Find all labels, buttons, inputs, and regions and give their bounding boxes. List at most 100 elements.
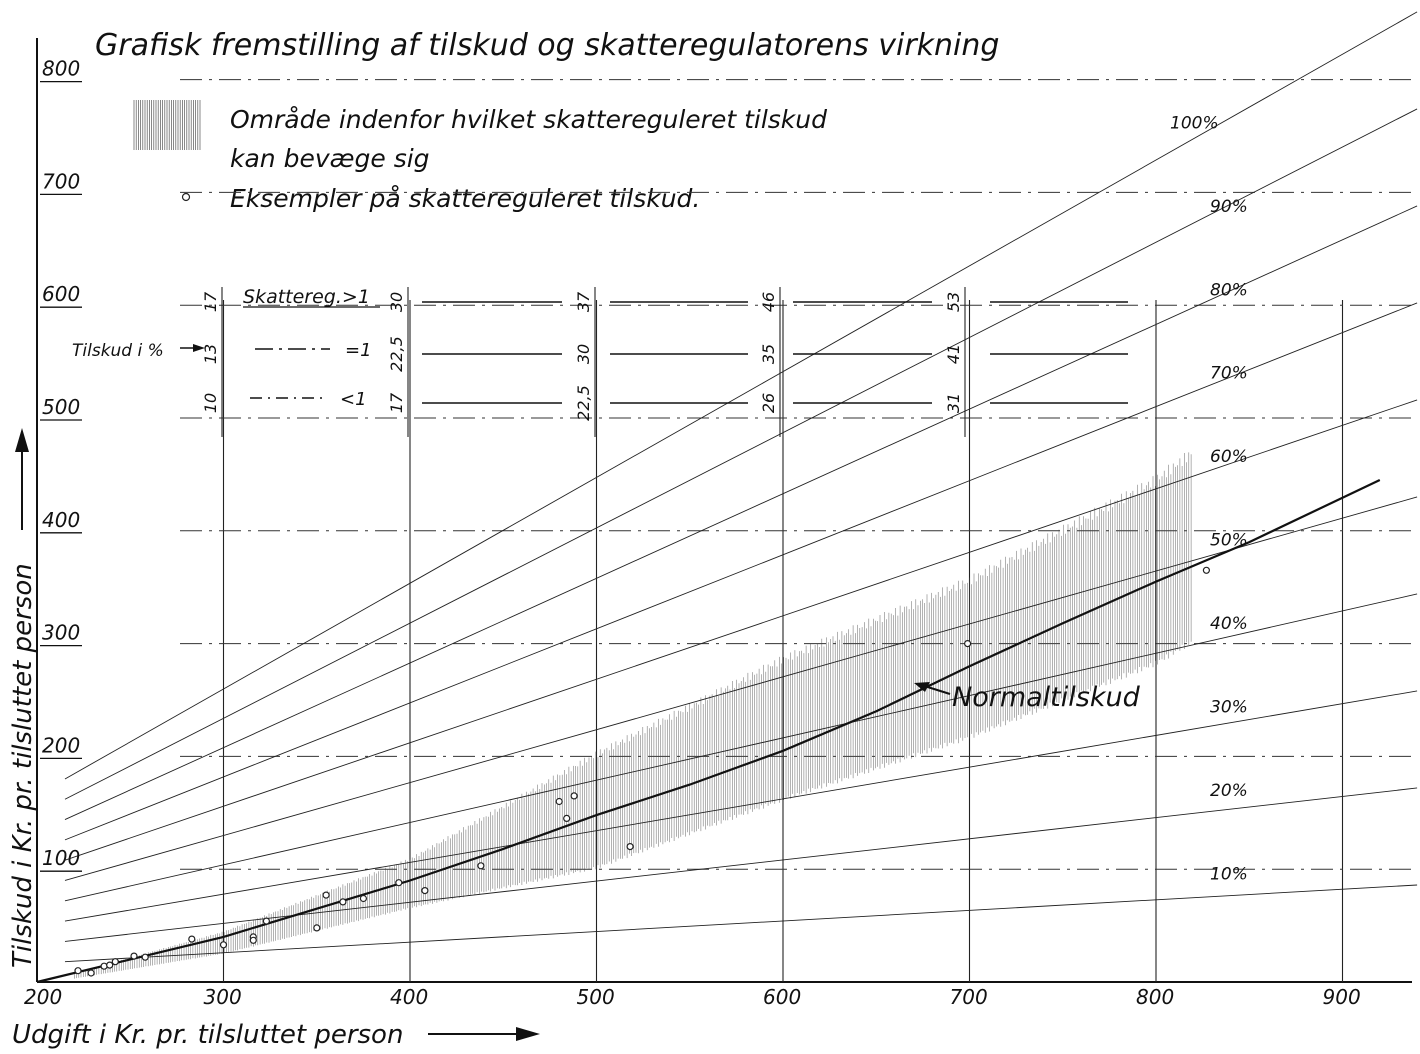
percent-line-40 [64, 593, 1418, 902]
table-row-label-arrow [193, 344, 205, 352]
chart-title: Grafisk fremstilling af tilskud og skatt… [95, 28, 999, 63]
example-point [477, 862, 485, 870]
table-category-0: Skattereg.>1 [243, 286, 370, 308]
example-point [219, 941, 228, 949]
table-value-c0-r2: 10 [201, 393, 220, 413]
legend-swatch-hatch [133, 100, 201, 150]
example-point [421, 886, 429, 895]
x-tick-label-600: 600 [763, 985, 801, 1009]
table-value-c1-r1: 22,5 [387, 336, 406, 372]
example-point [111, 958, 119, 966]
table-value-c1-r0: 30 [387, 292, 406, 312]
percent-label-40: 40% [1210, 614, 1248, 634]
table-value-c0-r0: 17 [201, 291, 220, 312]
y-tick-label-200: 200 [42, 733, 80, 757]
table-value-c3-r2: 26 [759, 393, 778, 413]
y-axis-label-arrow [15, 428, 29, 530]
table-value-c4-r1: 41 [944, 344, 963, 364]
table-value-c2-r2: 22,5 [574, 385, 593, 421]
normal-series [36, 479, 1381, 984]
example-point [249, 936, 257, 944]
table-row-label: Tilskud i % [72, 341, 164, 361]
x-tick-label-300: 300 [204, 985, 242, 1009]
legend-area-label: Område indenfor hvilket skattereguleret … [230, 105, 827, 134]
percent-line-50 [64, 496, 1418, 881]
table-value-c2-r1: 30 [574, 344, 593, 364]
example-point [141, 953, 149, 961]
y-tick-label-400: 400 [42, 508, 80, 532]
percent-line-60 [64, 399, 1418, 861]
percent-line-100 [64, 11, 1418, 780]
example-point [555, 797, 563, 806]
percent-label-80: 80% [1210, 280, 1248, 300]
x-tick-label-700: 700 [950, 985, 988, 1009]
y-tick-label-800: 800 [42, 57, 80, 81]
x-axis-label-arrow [428, 1027, 540, 1041]
table-value-c2-r0: 37 [574, 291, 593, 312]
percent-label-10: 10% [1210, 864, 1248, 884]
percent-line-70 [64, 302, 1418, 841]
percent-line-80 [64, 205, 1418, 820]
example-point [313, 924, 321, 932]
percent-line-10 [64, 884, 1418, 963]
example-point [106, 961, 114, 969]
y-tick-label-700: 700 [42, 169, 80, 193]
x-tick-label-900: 900 [1323, 985, 1361, 1009]
legend-point-marker [181, 192, 191, 202]
grid [180, 79, 1412, 982]
percent-label-30: 30% [1210, 697, 1248, 717]
example-point [322, 891, 330, 899]
percent-line-30 [64, 690, 1418, 922]
y-tick-label-600: 600 [42, 282, 80, 306]
x-tick-label-400: 400 [390, 985, 428, 1009]
percent-table: Tilskud i % Skattereg.>1 =1 <1 17 13 10 30 22,5 1… [72, 286, 1128, 437]
y-tick-labels: 100 200 300 400 500 600 700 800 [40, 57, 82, 872]
example-point [570, 792, 578, 800]
percent-label-50: 50% [1210, 531, 1248, 551]
legend: Område indenfor hvilket skattereguleret … [133, 100, 827, 213]
example-point [359, 894, 367, 903]
table-category-2: <1 [340, 389, 367, 410]
percent-label-20: 20% [1210, 781, 1248, 801]
table-value-c1-r2: 17 [387, 392, 406, 413]
table-value-c4-r0: 53 [944, 292, 963, 312]
x-tick-label-800: 800 [1136, 985, 1174, 1009]
example-point [100, 962, 108, 970]
percent-label-90: 90% [1210, 197, 1248, 217]
legend-points-label: Eksempler på skattereguleret tilskud. [230, 184, 700, 213]
normal-series-arrowhead [914, 682, 930, 692]
percent-label-70: 70% [1210, 364, 1248, 384]
percent-label-100: 100% [1170, 113, 1219, 133]
shaded-region [74, 452, 1192, 979]
y-tick-label-300: 300 [42, 621, 80, 645]
example-point [188, 935, 196, 943]
x-tick-label-500: 500 [577, 985, 615, 1009]
table-value-c3-r1: 35 [759, 344, 778, 364]
example-point [74, 967, 82, 975]
y-tick-label-100: 100 [42, 846, 80, 870]
example-point [563, 814, 571, 823]
example-point [339, 898, 347, 906]
y-tick-label-500: 500 [42, 395, 80, 419]
y-axis-label: Tilskud i Kr. pr. tilsluttet person [8, 563, 38, 968]
example-point [395, 879, 403, 887]
percent-label-60: 60% [1210, 447, 1248, 467]
example-point [87, 969, 95, 977]
example-points [74, 566, 1211, 977]
table-value-c4-r2: 31 [944, 393, 963, 413]
x-tick-labels: 200 300 400 500 600 700 800 900 [24, 985, 1361, 1009]
example-point [963, 639, 972, 648]
x-axis-label: Udgift i Kr. pr. tilsluttet person [12, 1020, 403, 1050]
normal-series-label: Normaltilskud [952, 682, 1141, 713]
table-category-1: =1 [345, 340, 372, 361]
example-point [1202, 566, 1211, 574]
x-tick-label-200: 200 [24, 985, 62, 1009]
table-value-c0-r1: 13 [201, 344, 220, 364]
legend-area-label-line2: kan bevæge sig [230, 144, 430, 173]
normal-series-line [36, 479, 1381, 984]
percent-line-90 [64, 108, 1418, 800]
example-point [262, 917, 270, 925]
example-point [626, 842, 634, 851]
table-value-c3-r0: 46 [759, 292, 778, 312]
